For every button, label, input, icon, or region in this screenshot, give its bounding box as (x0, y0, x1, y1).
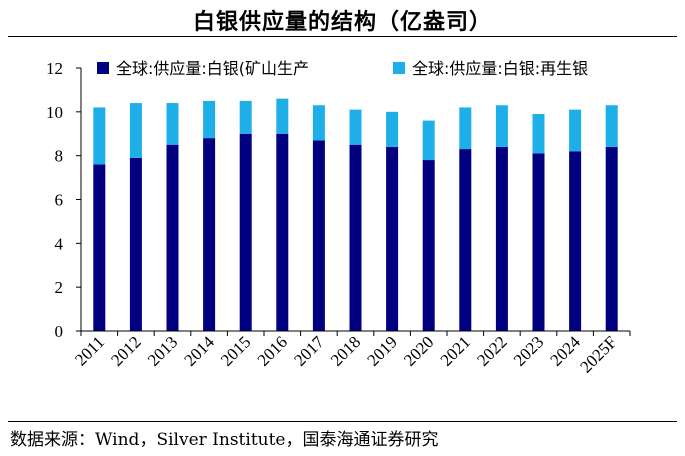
bar-mine-2025F (605, 146, 618, 331)
bar-mine-2021 (459, 149, 472, 331)
legend: 全球:供应量:白银(矿山生产 全球:供应量:白银:再生银 (97, 59, 588, 78)
bar-recycle-2021 (459, 107, 472, 150)
x-tick-label: 2023 (510, 332, 547, 369)
legend-swatch-mine (97, 62, 109, 74)
source-note: 数据来源：Wind，Silver Institute，国泰海通证券研究 (10, 430, 439, 450)
x-tick-label: 2013 (144, 332, 181, 369)
bar-mine-2020 (422, 160, 435, 331)
x-tick-label: 2015 (217, 332, 254, 369)
x-tick-label: 2025F (576, 332, 620, 376)
y-tick-label: 6 (55, 191, 64, 210)
chart-title: 白银供应量的结构（亿盎司） (192, 10, 492, 35)
bar-mine-2016 (276, 133, 289, 331)
bar-recycle-2024 (569, 109, 582, 152)
bar-recycle-2025F (605, 105, 618, 147)
y-tick-label: 10 (46, 103, 63, 122)
y-tick-label: 0 (55, 322, 64, 341)
bar-recycle-2023 (532, 114, 545, 154)
bar-mine-2018 (349, 144, 362, 331)
x-tick-label: 2019 (363, 332, 400, 369)
y-tick-label: 8 (55, 147, 64, 166)
x-tick-label: 2014 (180, 332, 218, 370)
y-tick-label: 12 (46, 59, 63, 78)
stacked-bar-chart: 全球:供应量:白银(矿山生产 全球:供应量:白银:再生银 0 2 4 6 8 10 12 2… (46, 59, 631, 377)
bar-recycle-2020 (422, 120, 435, 161)
bar-mine-2022 (495, 146, 508, 331)
bar-mine-2024 (569, 151, 582, 331)
bar-recycle-2015 (239, 100, 252, 134)
bar-mine-2015 (239, 133, 252, 331)
bar-recycle-2017 (312, 105, 325, 141)
legend-swatch-recycle (393, 62, 405, 74)
legend-label-mine: 全球:供应量:白银(矿山生产 (116, 59, 309, 78)
bar-mine-2011 (93, 164, 106, 331)
x-tick-label: 2012 (107, 332, 144, 369)
x-tick-label: 2017 (290, 332, 328, 370)
x-tick-label: 2020 (400, 332, 437, 369)
y-tick-label: 2 (55, 278, 64, 297)
bar-recycle-2022 (495, 105, 508, 147)
y-axis: 0 2 4 6 8 10 12 (46, 59, 82, 341)
x-tick-label: 2018 (327, 332, 364, 369)
x-tick-label: 2011 (71, 332, 108, 369)
x-tick-label: 2022 (473, 332, 510, 369)
bar-recycle-2011 (93, 107, 106, 165)
bar-mine-2012 (129, 157, 142, 331)
legend-label-recycle: 全球:供应量:白银:再生银 (412, 59, 588, 78)
title-rule (8, 36, 677, 37)
bar-series (93, 98, 618, 331)
bar-mine-2023 (532, 153, 545, 331)
bar-recycle-2012 (129, 103, 142, 158)
source-rule (8, 421, 677, 422)
bar-recycle-2019 (386, 111, 399, 147)
bar-recycle-2018 (349, 109, 362, 145)
bar-mine-2017 (312, 140, 325, 331)
bar-recycle-2013 (166, 103, 179, 145)
bar-mine-2019 (386, 146, 399, 331)
bar-mine-2014 (203, 138, 216, 331)
bar-mine-2013 (166, 144, 179, 331)
x-tick-label: 2016 (254, 332, 291, 369)
bar-recycle-2014 (203, 100, 216, 139)
y-tick-label: 4 (55, 234, 64, 253)
x-tick-label: 2021 (437, 332, 474, 369)
bar-recycle-2016 (276, 98, 289, 134)
x-axis: 2011 2012 2013 2014 2015 2016 2017 2018 2019 2020… (71, 330, 631, 377)
